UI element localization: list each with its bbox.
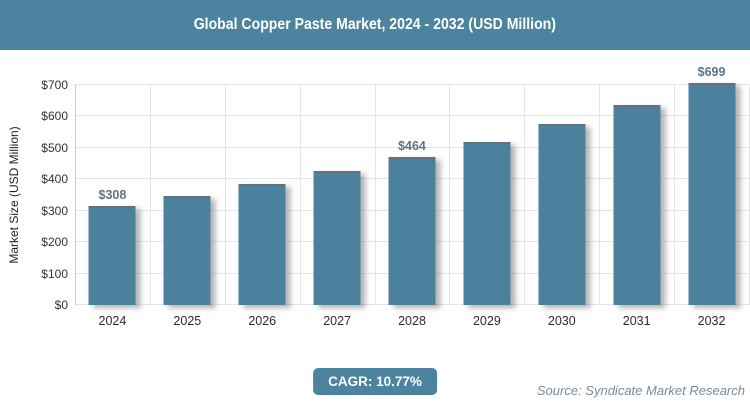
x-tick-label-2032: 2032 — [697, 314, 726, 328]
chart-header: Global Copper Paste Market, 2024 - 2032 … — [0, 0, 750, 50]
v-gridline — [599, 85, 601, 305]
x-axis-labels: 2024 2025 2026 2027 2028 2029 2030 2031 2032 — [75, 314, 749, 328]
y-axis-ticks: $0 $100 $200 $300 $400 $500 $600 $700 — [0, 79, 68, 311]
x-tick-label-2025: 2025 — [173, 314, 202, 328]
v-gridline — [224, 85, 226, 305]
v-gridline — [524, 85, 526, 305]
y-tick-label: $500 — [41, 140, 68, 155]
y-tick-label: $200 — [41, 235, 68, 250]
bar-2029 — [463, 141, 511, 305]
h-gridline — [75, 146, 749, 148]
source-attribution: Source: Syndicate Market Research — [536, 383, 745, 398]
cagr-badge: CAGR: 10.77% — [313, 368, 437, 395]
bar-2027 — [313, 171, 361, 305]
v-gridline — [374, 85, 376, 305]
x-tick-label-2028: 2028 — [398, 314, 426, 328]
bar-2026 — [238, 184, 286, 305]
bar-column-2027 — [300, 85, 375, 305]
x-tick-label-2024: 2024 — [98, 314, 127, 328]
v-gridline — [149, 85, 151, 305]
y-tick-label: $700 — [41, 78, 68, 92]
bar-column-2031 — [599, 85, 674, 305]
y-tick-label: $600 — [41, 109, 68, 124]
y-tick-label: $0 — [54, 298, 68, 312]
bar-column-2025 — [150, 85, 225, 305]
bar-value-label-2028: $464 — [398, 139, 426, 154]
bar-column-2030 — [524, 85, 599, 305]
x-tick-label-2026: 2026 — [248, 314, 277, 328]
x-tick-label-2027: 2027 — [323, 314, 352, 328]
bar-2030 — [538, 124, 586, 305]
bar-2031 — [613, 105, 661, 305]
x-tick-label-2030: 2030 — [547, 314, 576, 328]
y-tick-label: $400 — [41, 172, 68, 187]
bar-2025 — [163, 195, 211, 305]
y-axis-line — [75, 85, 76, 305]
bar-value-label-2032: $699 — [697, 65, 726, 80]
chart-title: Global Copper Paste Market, 2024 - 2032 … — [193, 16, 557, 33]
y-tick-label: $100 — [41, 266, 68, 281]
y-tick-label: $300 — [41, 203, 68, 218]
bar-column-2029 — [449, 85, 524, 305]
x-tick-label-2031: 2031 — [622, 314, 651, 328]
bar-column-2026 — [225, 85, 300, 305]
bar-value-label-2024: $308 — [98, 188, 127, 203]
bar-2032 — [688, 83, 736, 305]
bar-column-2028: $464 — [375, 85, 450, 305]
bar-column-2032: $699 — [674, 65, 749, 305]
bar-2024 — [88, 206, 136, 305]
plot-area: $308 $464 $699 — [75, 65, 750, 305]
x-tick-label-2029: 2029 — [472, 314, 501, 328]
v-gridline — [674, 85, 676, 305]
bar-2028 — [388, 157, 436, 305]
bar-column-2024: $308 — [75, 85, 150, 305]
h-gridline — [75, 84, 749, 85]
v-gridline — [449, 85, 451, 305]
v-gridline — [299, 85, 301, 305]
h-gridline — [75, 115, 749, 117]
